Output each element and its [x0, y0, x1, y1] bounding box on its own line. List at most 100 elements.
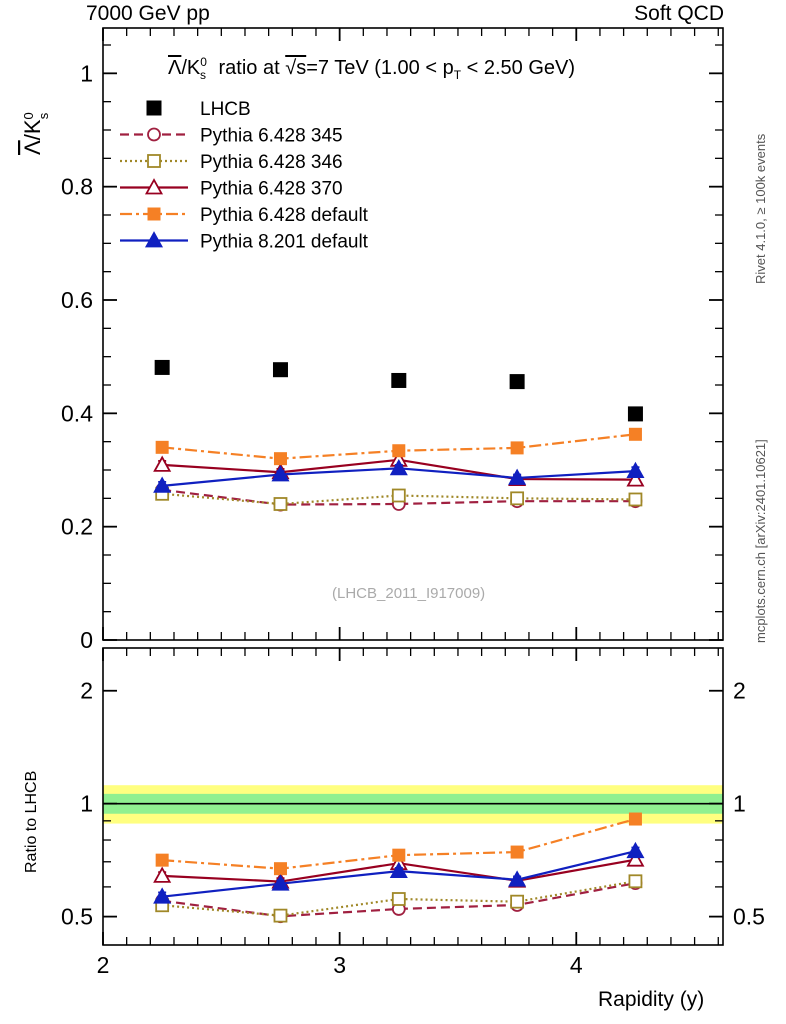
analysis-watermark: (LHCB_2011_I917009) [332, 585, 486, 602]
data-marker [147, 127, 161, 142]
data-marker [510, 894, 525, 909]
data-marker [627, 406, 643, 422]
header-right-label: Soft QCD [634, 2, 724, 25]
xtick-label: 3 [333, 952, 346, 978]
main-ytick-label: 0.6 [61, 287, 93, 313]
data-marker [626, 841, 645, 859]
series-pythia-6-428-default [155, 812, 642, 876]
series-pythia-8-201-default [153, 841, 645, 904]
ratio-ylabel-text: Ratio to LHCB [23, 771, 40, 873]
data-marker [509, 374, 525, 390]
legend-label: Pythia 6.428 default [200, 205, 369, 226]
data-marker [392, 848, 406, 862]
ratio-ytick-label: 1 [80, 791, 93, 817]
data-marker [628, 427, 642, 441]
mcplots-url-text: mcplots.cern.ch [arXiv:2401.10621] [753, 439, 768, 643]
series-pythia-6-428-default [155, 427, 642, 466]
data-marker [147, 207, 161, 221]
xtick-label: 2 [97, 952, 110, 978]
main-ytick-label: 0.2 [61, 514, 93, 540]
legend-label: Pythia 6.428 370 [200, 179, 343, 200]
data-marker [147, 154, 161, 168]
right-upper-credit: Rivet 4.1.0, ≥ 100k events [748, 36, 774, 286]
data-marker [628, 812, 642, 826]
data-marker [155, 853, 169, 867]
data-marker [273, 862, 287, 876]
xtick-label: 4 [570, 952, 583, 978]
header-left-label: 7000 GeV pp [86, 2, 210, 25]
series-line [162, 882, 636, 918]
data-marker [508, 468, 527, 485]
series-line [162, 488, 636, 506]
data-marker [154, 359, 170, 375]
main-ylabel: Λ/K0s [10, 50, 51, 160]
title-denominator: K [186, 57, 201, 79]
series-lhcb [154, 359, 643, 422]
ratio-ytick-label-right: 1 [733, 791, 746, 817]
legend-label: Pythia 6.428 345 [200, 126, 343, 147]
data-marker [391, 488, 406, 503]
legend-label: LHCB [200, 99, 251, 120]
data-marker [273, 908, 288, 923]
ratio-ytick-label-right: 0.5 [733, 904, 765, 930]
ylabel-den-sup: 0 [21, 112, 36, 119]
ratio-panel-frame [102, 647, 724, 946]
ratio-ylabel: Ratio to LHCB [16, 718, 42, 878]
data-marker [153, 887, 172, 904]
main-panel-frame [102, 27, 724, 641]
data-marker [510, 491, 525, 506]
data-marker [146, 100, 162, 116]
data-marker [628, 492, 643, 507]
ratio-ytick-label-right: 2 [733, 678, 746, 704]
legend-entry-1[interactable]: Pythia 6.428 345 [120, 126, 343, 147]
ylabel-denominator: K [20, 119, 45, 134]
data-marker [389, 861, 408, 879]
xaxis-label: Rapidity (y) [598, 988, 705, 1011]
series-pythia-8-201-default [153, 458, 645, 493]
ylabel-numerator: Λ [20, 140, 45, 155]
data-marker [392, 444, 406, 458]
legend-label: Pythia 8.201 default [200, 232, 369, 253]
data-marker [510, 845, 524, 859]
title-numerator: Λ [168, 57, 182, 79]
main-ytick-label: 1 [80, 60, 93, 86]
data-marker [389, 458, 408, 476]
ratio-ytick-label: 0.5 [61, 904, 93, 930]
data-marker [272, 362, 288, 378]
data-marker [153, 455, 172, 472]
legend-entry-5[interactable]: Pythia 8.201 default [120, 231, 369, 253]
main-ytick-label: 0 [80, 627, 93, 653]
data-marker [628, 874, 643, 889]
data-marker [273, 452, 287, 466]
series-line [162, 880, 636, 917]
title-den-sup: 0 [200, 55, 207, 69]
data-marker [153, 476, 172, 493]
data-marker [626, 470, 645, 487]
rivet-version-text: Rivet 4.1.0, ≥ 100k events [753, 133, 768, 284]
right-lower-credit: mcplots.cern.ch [arXiv:2401.10621] [748, 315, 774, 645]
legend-label: Pythia 6.428 346 [200, 152, 343, 173]
ylabel-den-sub: s [36, 112, 51, 119]
legend-entry-0[interactable]: LHCB [146, 99, 251, 120]
data-marker [144, 178, 164, 195]
data-marker [155, 440, 169, 454]
data-marker [508, 870, 527, 887]
data-marker [144, 231, 164, 248]
legend-entry-4[interactable]: Pythia 6.428 default [120, 205, 369, 226]
series-line [162, 492, 636, 506]
legend-entry-2[interactable]: Pythia 6.428 346 [120, 152, 343, 173]
data-marker [626, 850, 645, 867]
data-marker [273, 497, 288, 511]
legend-entry-3[interactable]: Pythia 6.428 370 [120, 178, 343, 200]
svg-text:Λ/K0s: Λ/K0s [20, 112, 51, 155]
data-marker [626, 461, 645, 479]
main-ytick-label: 0.4 [61, 400, 93, 426]
data-marker [271, 465, 290, 482]
title-pt-sub: T [453, 68, 462, 82]
title-den-sub: s [199, 68, 206, 82]
data-marker [391, 892, 406, 906]
data-marker [510, 441, 524, 455]
ratio-ytick-label: 2 [80, 678, 93, 704]
